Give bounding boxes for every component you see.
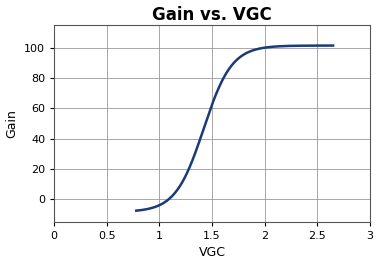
X-axis label: VGC: VGC (199, 246, 226, 259)
Title: Gain vs. VGC: Gain vs. VGC (152, 6, 272, 24)
Y-axis label: Gain: Gain (6, 109, 19, 138)
